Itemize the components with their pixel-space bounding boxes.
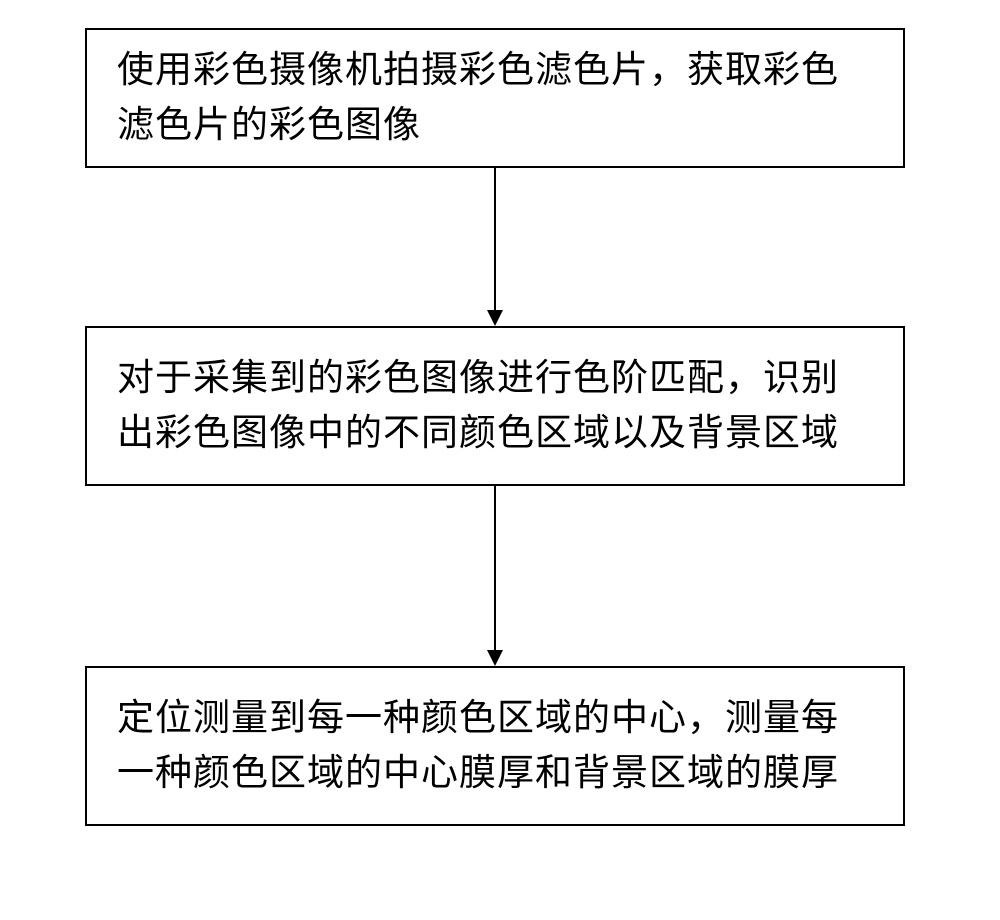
arrow-down-icon <box>480 168 510 326</box>
flow-step-1-text: 使用彩色摄像机拍摄彩色滤色片，获取彩色滤色片的彩色图像 <box>117 43 873 154</box>
flow-step-1: 使用彩色摄像机拍摄彩色滤色片，获取彩色滤色片的彩色图像 <box>85 28 905 168</box>
flow-step-3: 定位测量到每一种颜色区域的中心，测量每一种颜色区域的中心膜厚和背景区域的膜厚 <box>85 666 905 826</box>
flow-arrow-2 <box>85 486 905 666</box>
flow-step-2-text: 对于采集到的彩色图像进行色阶匹配，识别出彩色图像中的不同颜色区域以及背景区域 <box>117 351 873 462</box>
flowchart-container: 使用彩色摄像机拍摄彩色滤色片，获取彩色滤色片的彩色图像 对于采集到的彩色图像进行… <box>85 28 905 826</box>
flow-step-3-text: 定位测量到每一种颜色区域的中心，测量每一种颜色区域的中心膜厚和背景区域的膜厚 <box>117 691 873 802</box>
flow-step-2: 对于采集到的彩色图像进行色阶匹配，识别出彩色图像中的不同颜色区域以及背景区域 <box>85 326 905 486</box>
arrow-down-icon <box>480 486 510 666</box>
flow-arrow-1 <box>85 168 905 326</box>
